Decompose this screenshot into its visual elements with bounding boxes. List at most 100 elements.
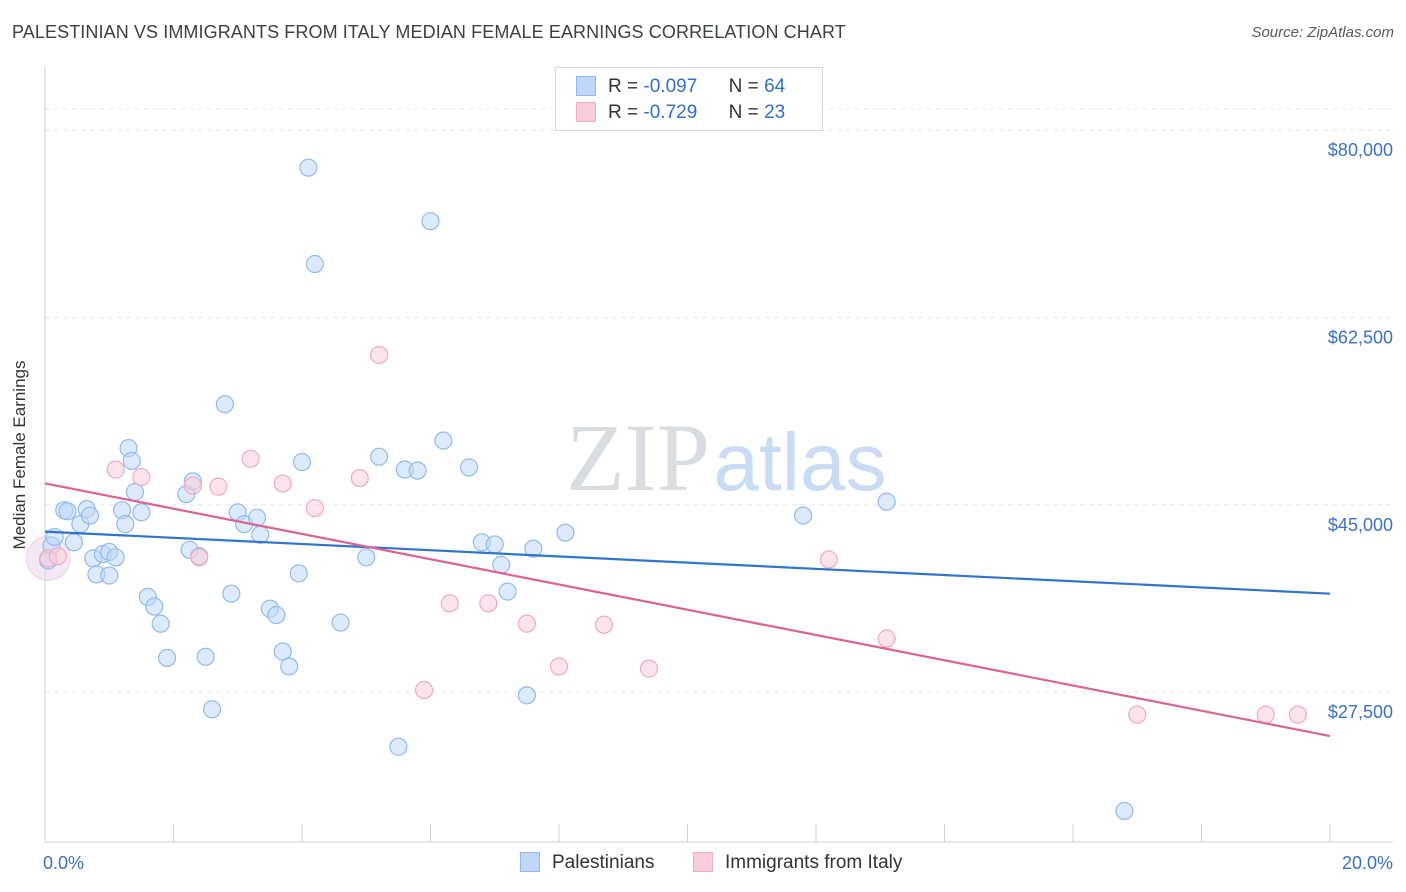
point-palestinians: [331, 613, 350, 632]
point-palestinians: [370, 447, 389, 466]
point-italy: [370, 345, 389, 365]
point-italy: [549, 657, 569, 676]
point-italy: [479, 594, 498, 613]
axes: [44, 66, 1393, 843]
chart-title: PALESTINIAN VS IMMIGRANTS FROM ITALY MED…: [12, 22, 846, 42]
point-palestinians: [106, 548, 125, 567]
point-palestinians: [151, 614, 170, 633]
point-palestinians: [100, 566, 119, 585]
point-italy: [1256, 705, 1275, 724]
watermark-zip: ZIP: [566, 404, 710, 511]
point-italy: [132, 467, 151, 487]
point-palestinians: [517, 686, 536, 705]
point-palestinians: [202, 700, 222, 719]
trend-line-palestinians: [44, 530, 1331, 595]
point-palestinians: [498, 582, 517, 601]
point-italy: [440, 594, 459, 613]
point-palestinians: [794, 506, 813, 525]
point-italy: [209, 477, 228, 496]
point-italy: [305, 498, 324, 518]
x-tick-labels: 0.0% 20.0%: [43, 853, 1393, 873]
point-palestinians: [434, 431, 453, 450]
point-palestinians: [389, 737, 408, 756]
point-palestinians: [64, 533, 84, 552]
legend-row-italy: R = -0.729 N = 23: [576, 102, 785, 126]
point-palestinians: [524, 539, 543, 558]
legend-n-value-palestinians: 64: [764, 76, 786, 97]
legend-n-label: N =: [728, 76, 759, 97]
y-tick-label: $45,000: [1328, 515, 1393, 535]
point-palestinians: [459, 458, 479, 477]
point-palestinians: [222, 584, 241, 603]
bottom-legend-swatch-italy: [693, 852, 713, 872]
watermark: ZIP atlas: [566, 404, 887, 511]
point-palestinians: [280, 657, 299, 676]
point-italy: [877, 629, 896, 648]
bottom-legend-label-italy: Immigrants from Italy: [725, 852, 903, 873]
point-italy: [48, 547, 67, 566]
point-italy: [350, 468, 369, 488]
point-palestinians: [116, 515, 135, 534]
point-palestinians: [421, 212, 440, 231]
legend-r-label: R =: [608, 76, 639, 97]
trend-lines: [44, 482, 1331, 738]
trend-line-italy: [44, 482, 1331, 738]
point-palestinians: [273, 642, 292, 661]
point-palestinians: [556, 523, 575, 542]
watermark-atlas: atlas: [713, 417, 886, 508]
gridlines: [45, 108, 1393, 693]
point-italy: [1288, 705, 1307, 724]
y-tick-label: $80,000: [1328, 140, 1393, 160]
legend-n-label: N =: [728, 102, 759, 123]
point-palestinians: [357, 548, 376, 567]
bottom-legend-palestinians: Palestinians: [520, 852, 654, 874]
y-axis-label: Median Female Earnings: [10, 360, 29, 550]
point-italy: [241, 449, 260, 468]
point-italy: [594, 615, 614, 634]
point-palestinians: [877, 492, 896, 511]
y-tick-label: $62,500: [1328, 328, 1393, 348]
legend-r-label: R =: [608, 102, 639, 123]
bottom-legend-label-palestinians: Palestinians: [552, 852, 655, 873]
point-italy: [639, 659, 659, 678]
legend-swatch-palestinians: [576, 76, 596, 96]
point-palestinians: [289, 564, 308, 583]
point-palestinians: [132, 503, 151, 522]
point-palestinians: [80, 506, 100, 525]
point-italy: [190, 548, 209, 567]
source-label: Source: ZipAtlas.com: [1251, 24, 1394, 41]
point-italy: [273, 474, 292, 493]
point-palestinians: [215, 395, 234, 414]
point-palestinians: [196, 647, 215, 666]
point-italy: [414, 680, 434, 700]
point-palestinians: [267, 605, 286, 625]
y-tick-label: $27,500: [1328, 702, 1393, 722]
point-palestinians: [485, 535, 504, 554]
stats-legend: R = -0.097 N = 64 R = -0.729 N = 23: [555, 67, 823, 131]
point-palestinians: [145, 597, 164, 616]
point-italy: [183, 476, 202, 495]
point-palestinians: [58, 502, 77, 521]
y-tick-labels: $80,000 $62,500 $45,000 $27,500: [1328, 140, 1393, 722]
bottom-legend-swatch-palestinians: [520, 852, 540, 872]
point-italy: [1128, 705, 1147, 724]
point-palestinians: [299, 158, 318, 177]
legend-swatch-italy: [576, 102, 596, 122]
point-italy: [517, 614, 536, 633]
point-palestinians: [292, 452, 312, 472]
bottom-legend-italy: Immigrants from Italy: [693, 852, 902, 874]
point-palestinians: [1115, 801, 1134, 821]
point-palestinians: [492, 555, 511, 574]
legend-n-value-italy: 23: [764, 102, 786, 123]
point-italy: [106, 460, 125, 479]
point-palestinians: [157, 648, 177, 668]
point-palestinians: [305, 254, 324, 274]
point-palestinians: [122, 451, 141, 471]
legend-r-value-palestinians: -0.097: [643, 76, 698, 97]
x-tick-label-min: 0.0%: [43, 853, 84, 873]
legend-row-palestinians: R = -0.097 N = 64: [576, 76, 785, 100]
point-italy: [819, 550, 838, 569]
point-palestinians: [408, 461, 427, 480]
data-points: [25, 158, 1307, 821]
